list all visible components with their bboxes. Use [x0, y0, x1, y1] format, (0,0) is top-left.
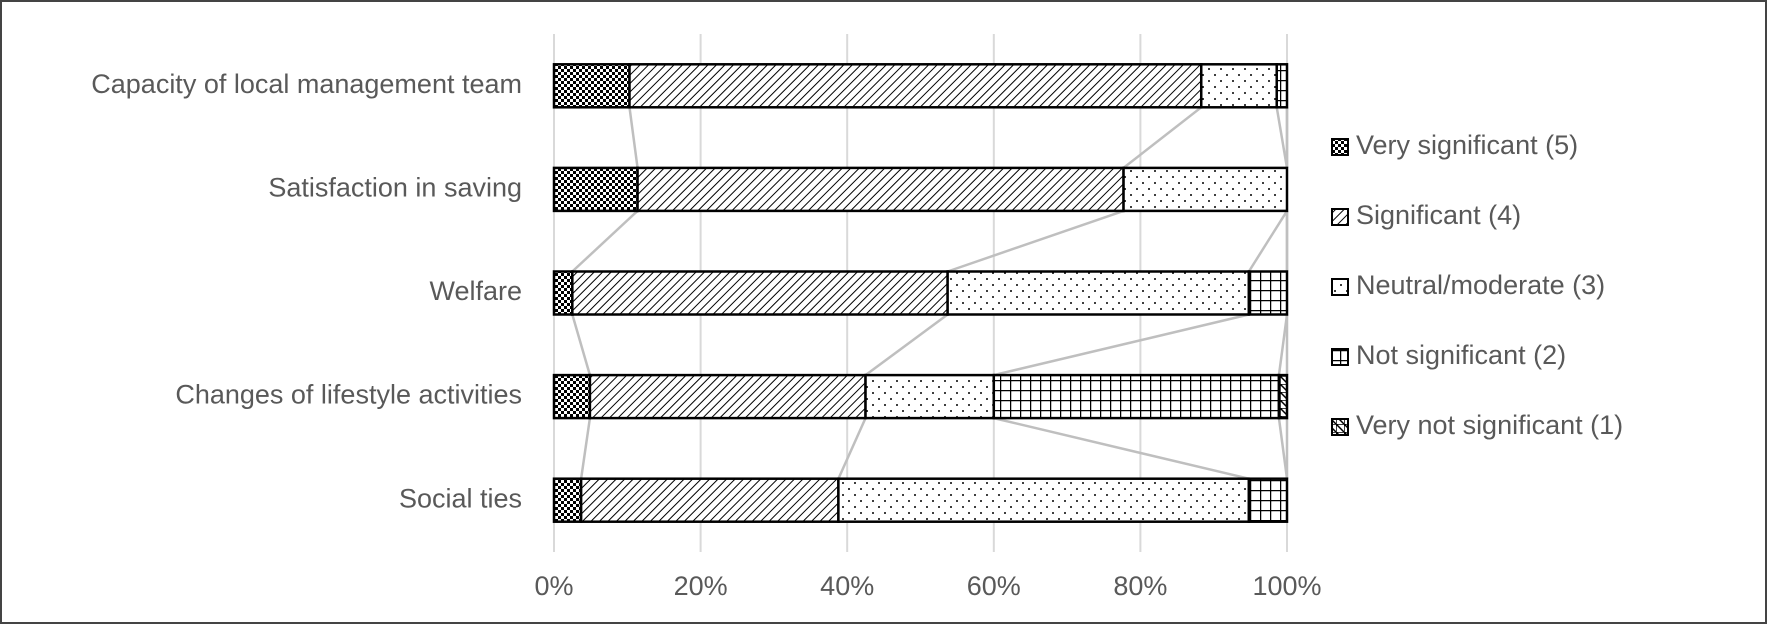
- series-line: [993, 313, 1250, 377]
- legend-swatch: [1331, 418, 1349, 436]
- bar-segment: [552, 477, 583, 523]
- series-line: [1275, 107, 1289, 169]
- x-tick-label: 20%: [674, 571, 728, 601]
- y-tick-label: Welfare: [429, 276, 522, 306]
- bar-segment: [946, 270, 1251, 316]
- bar-segment: [837, 477, 1251, 523]
- bar-segment: [1199, 63, 1278, 109]
- x-tick-label: 100%: [1252, 571, 1321, 601]
- series-line: [1247, 210, 1289, 273]
- legend-swatch: [1331, 138, 1349, 156]
- x-tick-label: 0%: [534, 571, 573, 601]
- legend-swatch: [1331, 278, 1349, 296]
- bar-segment: [628, 63, 1203, 109]
- bar-segment: [571, 270, 949, 316]
- series-line: [993, 416, 1250, 480]
- series-line: [579, 417, 592, 479]
- legend-label: Very not significant (1): [1356, 410, 1623, 440]
- bar-segment: [1247, 270, 1289, 316]
- series-line: [947, 209, 1124, 273]
- y-tick-label: Social ties: [399, 483, 522, 513]
- bar-segment: [588, 373, 867, 420]
- series-line: [571, 209, 639, 273]
- bar-segment: [552, 166, 639, 213]
- series-line: [1277, 417, 1289, 479]
- bar-segment: [552, 373, 592, 420]
- bar-segment: [864, 373, 996, 420]
- legend-label: Very significant (5): [1356, 130, 1578, 160]
- bar-segment: [1122, 166, 1289, 213]
- series-line: [628, 107, 639, 169]
- bar-segment: [1277, 373, 1289, 420]
- legend-swatch: [1331, 208, 1349, 226]
- x-tick-label: 60%: [967, 571, 1021, 601]
- series-line: [837, 417, 867, 480]
- x-tick-label: 80%: [1113, 571, 1167, 601]
- bar-segment: [552, 270, 574, 316]
- legend-swatch: [1331, 348, 1349, 366]
- series-line: [864, 313, 949, 377]
- bar-segment: [636, 166, 1125, 213]
- bar-segment: [1247, 477, 1289, 523]
- bar-segment: [579, 477, 840, 523]
- bar-segment: [1275, 63, 1289, 109]
- x-tick-label: 40%: [820, 571, 874, 601]
- legend-label: Neutral/moderate (3): [1356, 270, 1605, 300]
- legend-label: Not significant (2): [1356, 340, 1566, 370]
- series-line: [571, 314, 592, 376]
- y-tick-label: Satisfaction in saving: [268, 173, 522, 203]
- y-tick-label: Capacity of local management team: [91, 69, 522, 99]
- y-tick-label: Changes of lifestyle activities: [175, 380, 522, 410]
- bar-segment: [552, 63, 631, 109]
- bar-segment: [992, 373, 1281, 420]
- series-line: [1277, 314, 1289, 376]
- series-line: [1122, 106, 1203, 169]
- legend-label: Significant (4): [1356, 200, 1521, 230]
